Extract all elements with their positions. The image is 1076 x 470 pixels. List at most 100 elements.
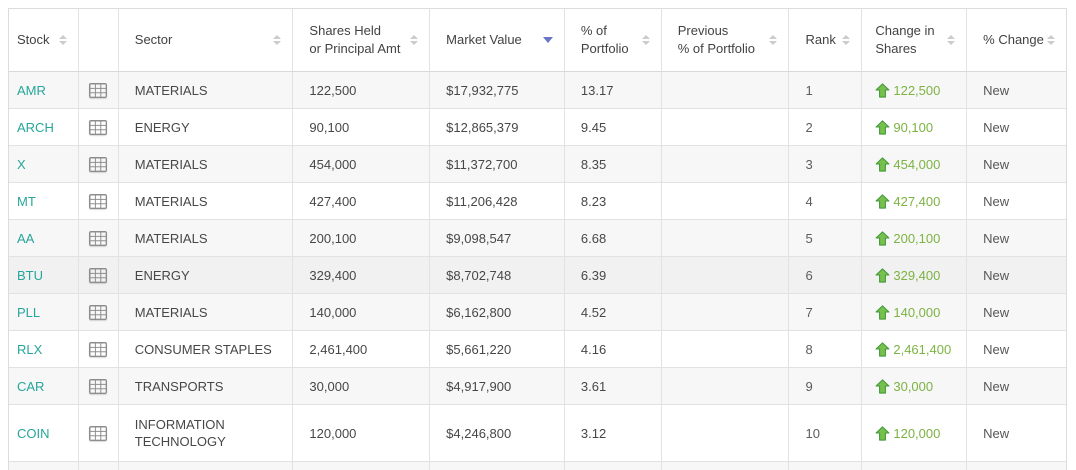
holdings-grid-icon[interactable] <box>89 119 108 135</box>
pct-of-portfolio-cell: 8.23 <box>565 183 662 219</box>
change-in-shares-value: 140,000 <box>893 304 941 320</box>
table-row: COIN INFORMATION TECHNOLOGY 120,000 $4,2… <box>9 405 1066 462</box>
table-row: AMR MATERIALS 122,500 $17,932,775 13.17 … <box>9 72 1066 109</box>
change-in-shares-value: 329,400 <box>893 267 941 283</box>
column-label-pct-change: % Change <box>983 32 1044 47</box>
holdings-grid-icon[interactable] <box>89 193 108 209</box>
sector-cell: CONSUMER STAPLES <box>119 331 294 367</box>
shares-held-cell: 2,461,400 <box>293 331 431 367</box>
rank-cell: 5 <box>789 220 863 256</box>
change-in-shares-cell: 427,400 <box>862 183 968 219</box>
pct-change-cell: New <box>983 341 1010 357</box>
pct-change-cell: New <box>983 304 1010 320</box>
holdings-grid-icon[interactable] <box>89 378 108 394</box>
change-in-shares-cell: 120,000 <box>862 405 968 461</box>
column-header-rank[interactable]: Rank <box>789 9 863 71</box>
stock-ticker-link[interactable]: BTU <box>17 267 43 283</box>
stock-ticker-link[interactable]: CAR <box>17 378 45 394</box>
shares-held-cell: 427,400 <box>293 183 431 219</box>
column-header-change-in-shares[interactable]: Change in Shares <box>862 9 968 71</box>
pct-change-cell: New <box>983 82 1010 98</box>
rank-cell: 3 <box>789 146 863 182</box>
sector-cell: MATERIALS <box>119 220 294 256</box>
change-in-shares-value: 427,400 <box>893 193 941 209</box>
pct-change-cell: New <box>983 119 1010 135</box>
rank-cell: 7 <box>789 294 863 330</box>
column-label-change-in-shares: Change in Shares <box>875 23 935 56</box>
previous-pct-of-portfolio-cell <box>662 72 790 108</box>
market-value-cell: $17,932,775 <box>430 72 565 108</box>
market-value-cell: $11,206,428 <box>430 183 565 219</box>
change-in-shares-value: 120,000 <box>893 425 941 441</box>
up-arrow-icon <box>875 304 890 320</box>
market-value-cell: $12,865,379 <box>430 109 565 145</box>
shares-held-cell: 90,100 <box>293 109 431 145</box>
column-header-pct-change[interactable]: % Change <box>967 9 1066 71</box>
pct-of-portfolio-cell: 8.35 <box>565 146 662 182</box>
pct-of-portfolio-cell: 6.68 <box>565 220 662 256</box>
previous-pct-of-portfolio-cell <box>662 146 790 182</box>
holdings-grid-icon[interactable] <box>89 82 108 98</box>
market-value-cell: $4,917,900 <box>430 368 565 404</box>
rank-cell: 10 <box>789 405 863 461</box>
sort-icon <box>842 35 851 45</box>
column-header-stock[interactable]: Stock <box>9 9 79 71</box>
table-row: BTU ENERGY 329,400 $8,702,748 6.39 6 329… <box>9 257 1066 294</box>
pct-of-portfolio-cell: 3.12 <box>565 405 662 461</box>
column-label-shares: Shares Held or Principal Amt <box>309 23 401 56</box>
stock-ticker-link[interactable]: PLL <box>17 304 41 320</box>
stock-ticker-link[interactable]: AMR <box>17 82 46 98</box>
stock-ticker-link[interactable]: COIN <box>17 425 50 441</box>
holdings-grid-icon[interactable] <box>89 425 108 441</box>
change-in-shares-value: 454,000 <box>893 156 941 172</box>
holdings-table: Stock Sector Shares Held or Principal Am… <box>8 8 1067 470</box>
stock-ticker-link[interactable]: AA <box>17 230 35 246</box>
sort-icon <box>410 35 419 45</box>
column-label-prev-pct-portfolio: Previous % of Portfolio <box>677 23 756 56</box>
table-row-partial <box>9 462 1066 470</box>
change-in-shares-value: 2,461,400 <box>893 341 952 357</box>
stock-ticker-link[interactable]: RLX <box>17 341 43 357</box>
market-value-cell: $6,162,800 <box>430 294 565 330</box>
holdings-grid-icon[interactable] <box>89 341 108 357</box>
shares-held-cell: 120,000 <box>293 405 431 461</box>
shares-held-cell: 140,000 <box>293 294 431 330</box>
change-in-shares-cell: 30,000 <box>862 368 968 404</box>
previous-pct-of-portfolio-cell <box>662 109 790 145</box>
change-in-shares-cell: 329,400 <box>862 257 968 293</box>
holdings-grid-icon[interactable] <box>89 230 108 246</box>
sort-icon <box>273 35 282 45</box>
previous-pct-of-portfolio-cell <box>662 257 790 293</box>
market-value-cell: $9,098,547 <box>430 220 565 256</box>
sort-icon <box>58 35 67 45</box>
up-arrow-icon <box>875 119 890 135</box>
sector-cell: ENERGY <box>119 257 294 293</box>
up-arrow-icon <box>875 230 890 246</box>
table-row: X MATERIALS 454,000 $11,372,700 8.35 3 4… <box>9 146 1066 183</box>
rank-cell: 6 <box>789 257 863 293</box>
stock-ticker-link[interactable]: MT <box>17 193 36 209</box>
up-arrow-icon <box>875 378 890 394</box>
previous-pct-of-portfolio-cell <box>662 331 790 367</box>
column-header-sector[interactable]: Sector <box>119 9 294 71</box>
rank-cell: 8 <box>789 331 863 367</box>
stock-ticker-link[interactable]: X <box>17 156 26 172</box>
holdings-grid-icon[interactable] <box>89 304 108 320</box>
sector-cell: TRANSPORTS <box>119 368 294 404</box>
sort-icon <box>947 35 956 45</box>
pct-change-cell: New <box>983 267 1010 283</box>
holdings-grid-icon[interactable] <box>89 156 108 172</box>
change-in-shares-cell: 454,000 <box>862 146 968 182</box>
sort-icon <box>769 35 778 45</box>
holdings-grid-icon[interactable] <box>89 267 108 283</box>
column-header-shares[interactable]: Shares Held or Principal Amt <box>293 9 431 71</box>
column-header-pct-portfolio[interactable]: % of Portfolio <box>565 9 662 71</box>
table-row: AA MATERIALS 200,100 $9,098,547 6.68 5 2… <box>9 220 1066 257</box>
change-in-shares-value: 200,100 <box>893 230 941 246</box>
column-header-market-value[interactable]: Market Value <box>430 9 565 71</box>
change-in-shares-cell: 140,000 <box>862 294 968 330</box>
stock-ticker-link[interactable]: ARCH <box>17 119 54 135</box>
column-header-prev-pct-portfolio[interactable]: Previous % of Portfolio <box>662 9 790 71</box>
table-header-row: Stock Sector Shares Held or Principal Am… <box>9 9 1066 72</box>
change-in-shares-value: 90,100 <box>893 119 934 135</box>
